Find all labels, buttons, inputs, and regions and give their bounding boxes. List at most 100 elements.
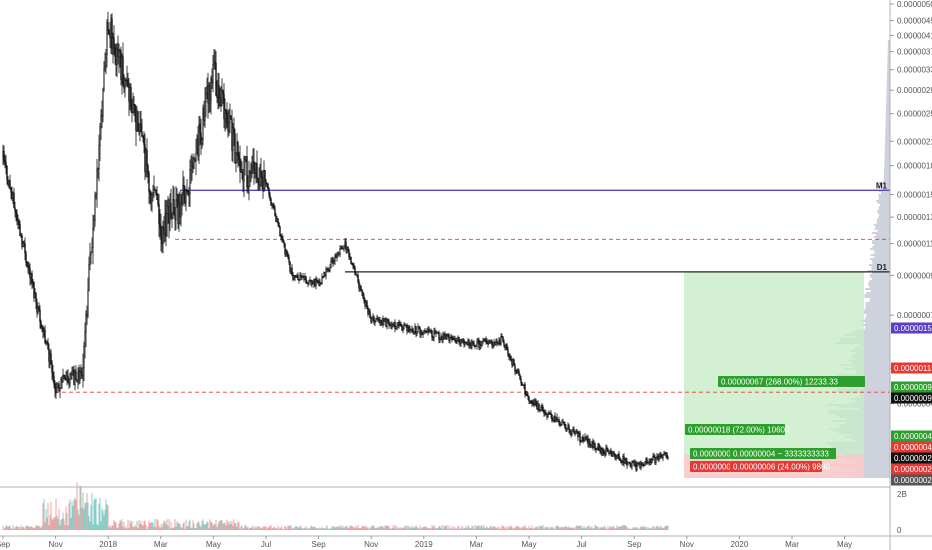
volume-bar: [36, 525, 38, 530]
stop-left-label-box: [690, 461, 730, 472]
volume-profile-bar: [876, 220, 890, 222]
volume-profile-bar: [863, 312, 890, 314]
volume-bar: [189, 519, 191, 530]
volume-bar: [235, 523, 237, 530]
candle-body: [230, 116, 232, 120]
volume-bar: [20, 525, 22, 530]
volume-bar: [188, 521, 190, 530]
volume-bar: [524, 525, 526, 530]
volume-bar: [551, 527, 553, 530]
position-tool-zones[interactable]: [684, 271, 864, 478]
volume-bar: [127, 519, 129, 530]
candle-body: [387, 319, 389, 322]
volume-bar: [421, 527, 423, 530]
volume-bar: [422, 527, 424, 530]
volume-bar: [373, 526, 375, 530]
candle-body: [222, 89, 224, 95]
candle-body: [569, 429, 571, 432]
volume-bar: [351, 526, 353, 530]
volume-bar: [487, 527, 489, 530]
volume-bar: [443, 525, 445, 530]
volume-profile-bar: [877, 230, 890, 232]
volume-profile-bar: [844, 334, 890, 336]
price-axis[interactable]: 0.00000500 0.00000450 0.00000410 0.00000370…: [890, 0, 932, 454]
volume-profile-bar: [851, 380, 890, 382]
volume-bar: [465, 526, 467, 530]
time-axis[interactable]: Sep Nov 2018 Mar May Jul Sep Nov 2019 Mar May Jul Se…: [0, 536, 852, 549]
candle-body: [277, 218, 279, 224]
volume-bar: [147, 526, 149, 530]
volume-bar: [657, 526, 659, 530]
volume-bar: [111, 524, 113, 530]
volume-bar: [316, 528, 318, 530]
candle-body: [610, 450, 612, 454]
volume-bar: [489, 526, 491, 530]
candle-body: [449, 337, 451, 341]
volume-bar: [563, 527, 565, 530]
volume-bar: [215, 519, 217, 530]
volume-bar: [570, 527, 572, 530]
volume-bar: [557, 525, 559, 530]
volume-bar: [298, 527, 300, 530]
volume-bar: [460, 528, 462, 530]
candle-body: [232, 127, 234, 151]
candle-body: [190, 165, 192, 170]
volume-bar: [84, 503, 86, 530]
volume-bar: [494, 526, 496, 530]
volume-bar: [15, 526, 17, 530]
volume-bar: [272, 527, 274, 530]
volume-profile-bar: [852, 382, 890, 384]
volume-bar: [131, 521, 133, 530]
volume-profile-bar: [887, 56, 890, 58]
volume-bar: [322, 527, 324, 530]
volume-bar: [68, 503, 70, 530]
candle-body: [267, 183, 269, 189]
volume-bar: [324, 528, 326, 530]
candle-body: [50, 353, 52, 364]
volume-bar: [28, 526, 30, 530]
volume-bar: [218, 521, 220, 530]
volume-profile-bar: [887, 42, 890, 44]
volume-bar: [303, 528, 305, 530]
volume-bar: [243, 527, 245, 530]
volume-bar: [112, 525, 114, 530]
volume-bar: [438, 526, 440, 530]
volume-axis: 2B 0: [897, 490, 907, 535]
volume-bar: [192, 520, 194, 530]
volume-bar: [262, 525, 264, 530]
volume-bar: [392, 525, 394, 530]
candle-body: [621, 461, 623, 464]
volume-profile-bar: [887, 62, 890, 64]
candle-body: [289, 261, 291, 272]
candle-body: [224, 109, 226, 120]
volume-bar: [440, 528, 442, 530]
volume-bar: [212, 525, 214, 530]
time-tick-label: May: [837, 540, 852, 549]
volume-bar: [425, 526, 427, 530]
candle-body: [13, 192, 15, 209]
candle-body: [438, 332, 440, 340]
volume-bar: [408, 525, 410, 530]
volume-profile-bar: [877, 202, 890, 204]
volume-bar: [310, 525, 312, 530]
volume-bar: [534, 527, 536, 530]
volume-bar: [537, 525, 539, 530]
volume-bar: [608, 528, 610, 530]
candle-body: [436, 331, 438, 334]
candle-body: [105, 54, 107, 68]
volume-bar: [228, 524, 230, 530]
volume-bar: [393, 528, 395, 530]
volume-bar: [509, 527, 511, 530]
volume-bar: [400, 526, 402, 530]
candle-body: [130, 87, 132, 108]
candle-body: [88, 264, 90, 292]
volume-bar: [160, 524, 162, 530]
volume-bar: [344, 526, 346, 530]
volume-bar: [166, 519, 168, 530]
volume-bar: [455, 527, 457, 530]
horizontal-levels[interactable]: M1 D1: [55, 181, 890, 393]
candle-body: [175, 199, 177, 220]
stop-label-box: [730, 461, 822, 472]
price-badge: [891, 392, 932, 404]
